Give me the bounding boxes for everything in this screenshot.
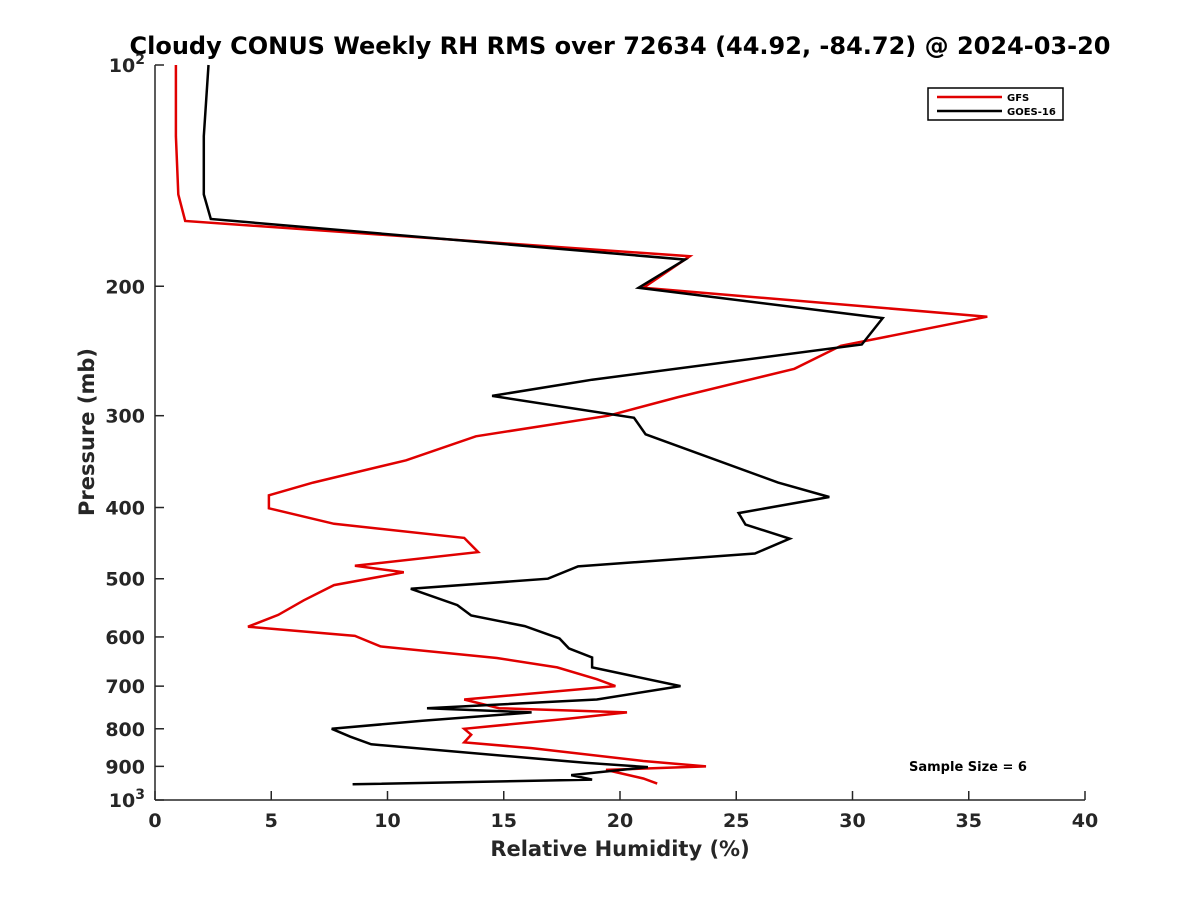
y-tick-label: 400 [105,498,145,520]
legend: GFS GOES-16 [927,87,1064,121]
x-tick-label: 30 [839,810,865,832]
x-tick-label: 5 [265,810,278,832]
y-tick-label: 103 [109,787,145,812]
y-tick-label: 800 [105,719,145,741]
axes-layer: 0 5 10 15 20 25 30 35 40 102 200 300 400 500 600 700 800… [105,52,1098,832]
x-axis-label: Relative Humidity (%) [490,837,749,861]
y-tick-label: 500 [105,569,145,591]
chart-title: Cloudy CONUS Weekly RH RMS over 72634 (4… [130,32,1111,60]
plot-background [155,65,1085,800]
x-tick-label: 15 [491,810,517,832]
legend-label-goes-16: GOES-16 [1007,107,1056,118]
legend-box [927,87,1064,121]
legend-label-gfs: GFS [1007,93,1029,104]
y-tick-label: 600 [105,627,145,649]
x-tick-label: 0 [148,810,161,832]
y-tick-label: 300 [105,406,145,428]
y-tick-label: 900 [105,756,145,778]
sample-size-annotation: Sample Size = 6 [909,760,1027,775]
series-line-goes-16 [202,64,886,786]
y-tick-label: 200 [105,276,145,298]
series-line-gfs [174,65,988,785]
y-tick-label: 700 [105,676,145,698]
x-tick-label: 10 [374,810,400,832]
x-tick-label: 25 [723,810,749,832]
series-layer [174,64,988,786]
y-tick-label: 102 [109,52,145,77]
x-tick-label: 35 [956,810,982,832]
x-tick-label: 40 [1072,810,1098,832]
x-tick-label: 20 [607,810,633,832]
y-axis-label: Pressure (mb) [75,348,99,516]
